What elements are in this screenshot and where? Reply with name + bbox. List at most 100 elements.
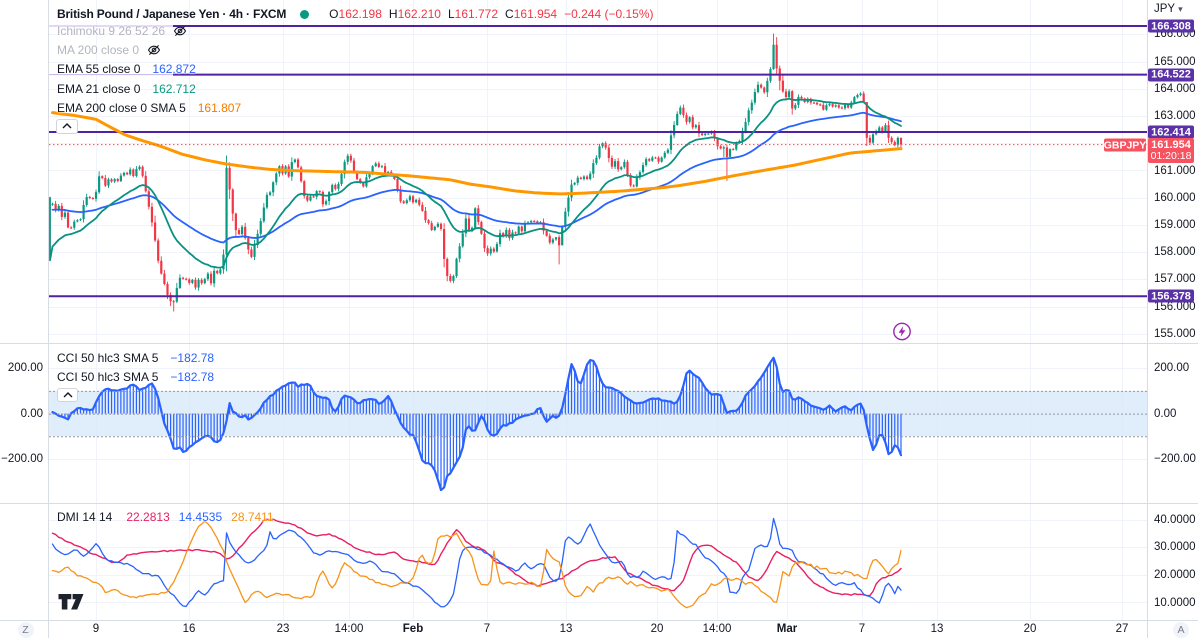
- cci-left-tick-label: 200.00: [7, 362, 43, 375]
- legend-value: 162.872: [152, 62, 196, 77]
- legend-value: −182.78: [170, 369, 215, 384]
- ohlc-key: C: [505, 7, 514, 21]
- legend-label[interactable]: Ichimoku 9 26 52 26: [57, 24, 166, 38]
- price-tick-label: 159.000: [1154, 218, 1196, 231]
- time-tick-label: 14:00: [702, 623, 732, 635]
- dmi-tick-label: 40.0000: [1154, 513, 1196, 526]
- ohlc-value: 162.198: [338, 7, 382, 21]
- price-tick-label: 155.000: [1154, 327, 1196, 340]
- dmi-tick-label: 10.0000: [1154, 597, 1196, 609]
- cci-left-tick-label: −200.00: [1, 453, 43, 465]
- ohlc-key: L: [447, 7, 455, 21]
- legend-row-3[interactable]: EMA 21 close 0 162.712: [57, 81, 196, 96]
- cci-legend-row-1[interactable]: CCI 50 hlc3 SMA 5 −182.78: [57, 369, 214, 384]
- time-tick-label: 7: [858, 623, 866, 635]
- legend-label[interactable]: CCI 50 hlc3 SMA 5: [57, 350, 159, 365]
- price-tick-label: 165.000: [1154, 55, 1196, 68]
- current-price-badge: 161.954 01:20:18: [1148, 137, 1194, 163]
- legend-row-4[interactable]: EMA 200 close 0 SMA 5 161.807: [57, 100, 241, 115]
- price-tick-label: 158.000: [1154, 246, 1196, 259]
- cci-band: [49, 390, 1147, 437]
- time-tick-label: 13: [559, 623, 573, 635]
- cci-left-tick-label: 0.00: [20, 407, 43, 420]
- price-line-badge: 164.522: [1148, 68, 1194, 82]
- price-tick-label: 161.000: [1154, 164, 1196, 177]
- dmi-value: 22.2813: [126, 509, 170, 524]
- time-tick-label: Feb: [402, 623, 424, 635]
- legend-label[interactable]: MA 200 close 0: [57, 43, 140, 58]
- cci-legend-row-0[interactable]: CCI 50 hlc3 SMA 5 −182.78: [57, 350, 214, 365]
- dmi-line-minus-di: [51, 520, 902, 609]
- time-tick-label: 7: [483, 623, 491, 635]
- dmi-line-plus-di: [51, 517, 902, 608]
- chevron-up-icon: [63, 391, 72, 397]
- dmi-tick-label: 30.0000: [1154, 541, 1196, 554]
- ema-line-55: [51, 111, 902, 244]
- symbol-legend-row[interactable]: British Pound / Japanese Yen · 4h · FXCM…: [57, 6, 654, 22]
- legend-row-0[interactable]: Ichimoku 9 26 52 26: [57, 24, 187, 39]
- price-tick-label: 164.000: [1154, 82, 1196, 95]
- market-status-icon[interactable]: [300, 9, 310, 19]
- symbol-price-tag: GBPJPY: [1103, 138, 1147, 152]
- time-tick-label: 20: [650, 623, 664, 635]
- time-tick-label: Mar: [776, 623, 798, 635]
- dmi-legend-values: 22.2813 14.4535 28.7411: [112, 510, 273, 524]
- legend-value: −182.78: [170, 350, 215, 365]
- ohlc-key: O: [329, 7, 339, 21]
- dmi-legend-row[interactable]: DMI 14 14 22.2813 14.4535 28.7411: [57, 509, 274, 524]
- legend-value: 162.712: [152, 81, 196, 96]
- time-tick-label: 16: [182, 623, 196, 635]
- price-line-badge: 166.308: [1148, 19, 1194, 33]
- legend-collapse-button[interactable]: [56, 118, 78, 134]
- ohlc-value: 161.954: [513, 7, 558, 21]
- dmi-tick-label: 20.0000: [1154, 569, 1196, 582]
- auto-scale-button[interactable]: A: [1173, 621, 1189, 638]
- legend-row-2[interactable]: EMA 55 close 0 162.872: [57, 62, 196, 77]
- dmi-value: 14.4535: [178, 509, 223, 524]
- dmi-value: 28.7411: [231, 509, 274, 524]
- legend-row-1[interactable]: MA 200 close 0: [57, 43, 161, 58]
- price-line-badge: 162.414: [1148, 125, 1194, 139]
- ohlc-values: O162.198 H162.210 L161.772 C161.954 −0.244 (…: [322, 7, 653, 21]
- legend-label[interactable]: EMA 55 close 0: [57, 62, 141, 77]
- cci-tick-label: −200.00: [1154, 453, 1196, 465]
- legend-label[interactable]: EMA 200 close 0 SMA 5: [57, 100, 186, 115]
- tradingview-logo: [58, 594, 84, 610]
- timezone-button[interactable]: Z: [17, 621, 34, 638]
- chevron-down-icon: ▾: [1178, 3, 1183, 14]
- price-tick-label: 156.000: [1154, 300, 1196, 313]
- ema-line-200: [51, 111, 903, 196]
- time-tick-label: 9: [92, 623, 100, 635]
- time-tick-label: 23: [276, 623, 290, 635]
- ohlc-key: H: [388, 7, 398, 21]
- time-tick-label: 13: [930, 623, 944, 635]
- price-tick-label: 163.000: [1154, 110, 1196, 122]
- ohlc-value: 161.772: [454, 7, 499, 21]
- dmi-line-adx: [51, 518, 902, 597]
- eye-off-icon[interactable]: [173, 25, 187, 37]
- time-tick-label: 27: [1115, 623, 1129, 635]
- legend-label[interactable]: EMA 21 close 0: [57, 81, 141, 96]
- price-tick-label: 157.000: [1154, 273, 1196, 286]
- currency-label: JPY: [1154, 3, 1176, 15]
- legend-label[interactable]: CCI 50 hlc3 SMA 5: [57, 369, 159, 384]
- price-line-badge: 156.378: [1148, 289, 1194, 303]
- symbol-title[interactable]: British Pound / Japanese Yen · 4h · FXCM: [57, 7, 287, 21]
- chevron-up-icon: [62, 123, 72, 129]
- eye-off-icon[interactable]: [147, 44, 161, 56]
- cci-collapse-button[interactable]: [57, 387, 78, 402]
- price-scale-currency[interactable]: JPY ▾: [1154, 2, 1183, 16]
- candles-down: [54, 37, 903, 312]
- price-tick-label: 160.000: [1154, 191, 1196, 204]
- time-tick-label: 20: [1023, 623, 1037, 635]
- dmi-legend-label[interactable]: DMI 14 14: [57, 509, 113, 524]
- price-change: −0.244 (−0.15%): [564, 7, 654, 21]
- current-price: 161.954: [1151, 138, 1191, 151]
- cci-tick-label: 0.00: [1154, 407, 1177, 420]
- bar-countdown: 01:20:18: [1150, 149, 1192, 162]
- ohlc-value: 162.210: [397, 7, 441, 21]
- legend-value: 161.807: [197, 100, 242, 115]
- lightning-bolt-icon: [898, 326, 906, 337]
